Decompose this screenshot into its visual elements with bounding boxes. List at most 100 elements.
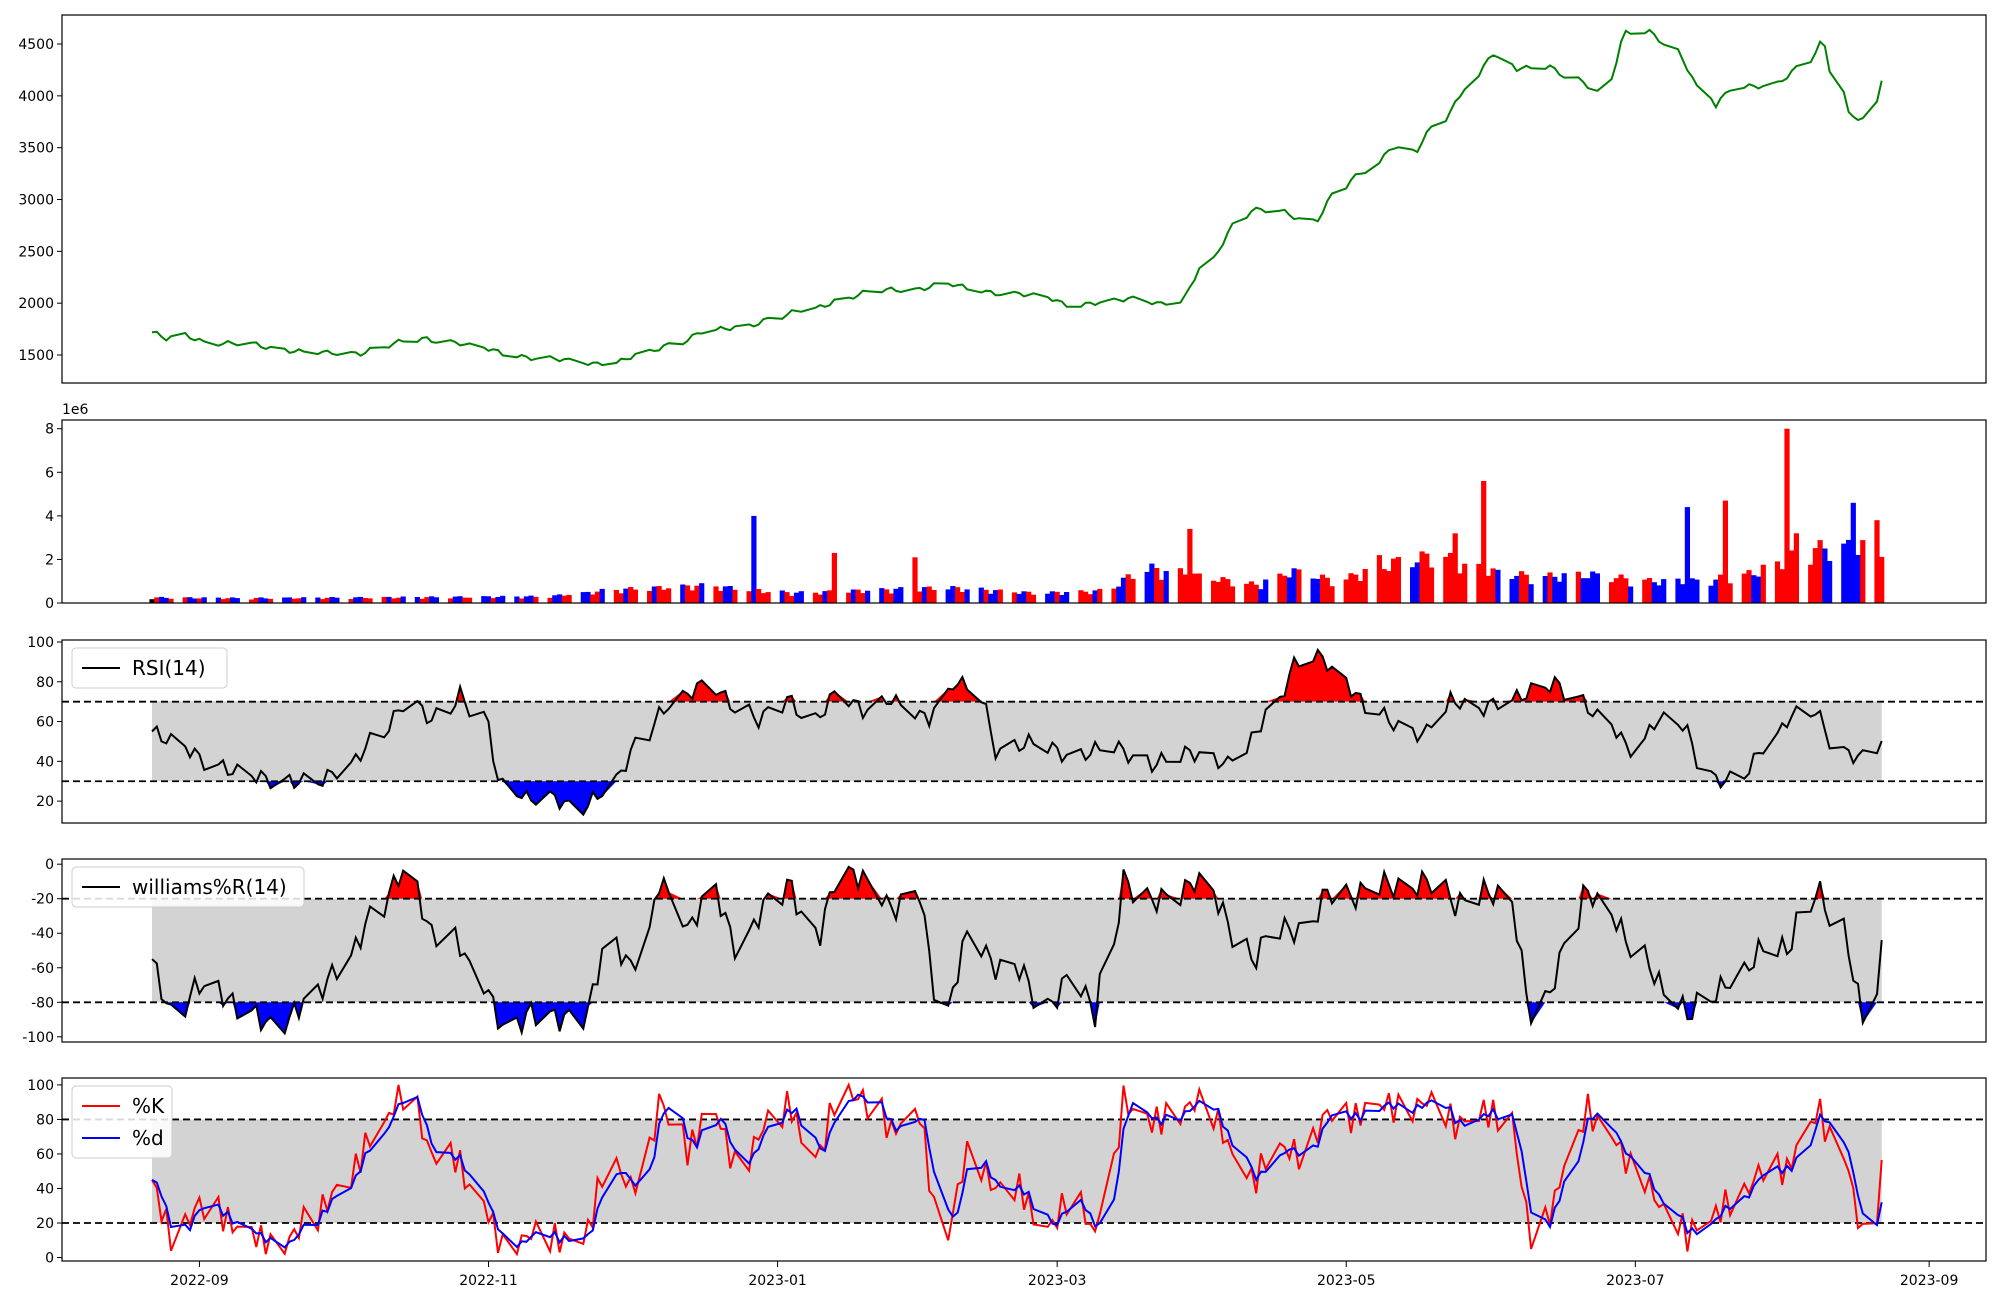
volume-bar <box>1462 563 1468 603</box>
volume-bar <box>793 592 800 603</box>
volume-bar <box>1045 593 1051 603</box>
volume-bar <box>1519 571 1525 603</box>
legend: RSI(14) <box>71 647 228 689</box>
y-tick-label: 20 <box>36 1216 54 1232</box>
volume-bar <box>1357 581 1364 603</box>
volume-bar <box>997 589 1003 603</box>
volume-bar <box>495 597 501 603</box>
stochastic-panel: 0 20 40 60 80 100 %K %d <box>27 1077 1987 1267</box>
volume-bar <box>1059 595 1065 603</box>
volume-bar <box>1850 502 1856 603</box>
volume-bar <box>1111 588 1117 603</box>
volume-bar <box>1097 588 1103 603</box>
legend-label: williams%R(14) <box>132 875 287 899</box>
volume-bar <box>1120 577 1127 603</box>
volume-bar <box>263 598 269 603</box>
volume-bar <box>1755 576 1762 603</box>
volume-bar <box>1064 592 1070 603</box>
volume-bar <box>386 596 392 603</box>
volume-bar <box>959 592 965 603</box>
volume-bar <box>917 591 923 603</box>
volume-bar <box>1874 520 1880 603</box>
volume-bar <box>1523 574 1529 603</box>
volume-bar <box>1395 557 1401 603</box>
volume-bar <box>831 552 837 603</box>
volume-bar <box>400 596 406 603</box>
volume-bar <box>1846 539 1852 603</box>
volume-bar <box>1182 574 1188 603</box>
volume-bar <box>921 587 928 603</box>
volume-bar <box>1196 573 1202 603</box>
oversold-fill <box>152 781 1882 815</box>
volume-bar <box>1618 574 1624 603</box>
volume-bar <box>533 596 539 603</box>
volume-bar <box>1030 594 1037 603</box>
y-tick-label: -60 <box>31 961 54 977</box>
volume-bar <box>798 591 804 603</box>
volume-bar <box>249 599 255 603</box>
volume-bar <box>1793 533 1799 603</box>
volume-bar <box>334 597 340 603</box>
y-tick-label: 8 <box>45 422 54 438</box>
volume-bar <box>727 586 733 603</box>
volume-bar <box>253 597 259 603</box>
volume-bar <box>367 598 373 603</box>
y-tick-label: 80 <box>36 1112 54 1128</box>
y-tick-label: 3500 <box>18 141 54 157</box>
volume-bar <box>230 597 236 603</box>
volume-bar <box>1860 540 1866 603</box>
legend-label: %d <box>132 1126 164 1150</box>
volume-bar <box>267 598 274 603</box>
volume-bar <box>1362 569 1368 603</box>
volume-bar <box>1741 573 1747 603</box>
volume-bar <box>594 591 601 603</box>
volume-bar <box>1026 591 1032 603</box>
volume-bar <box>699 583 705 603</box>
overbought-fill <box>152 866 1882 899</box>
y-tick-label: 20 <box>36 794 54 810</box>
y-tick-label: 4500 <box>18 37 54 53</box>
y-tick-label: 0 <box>45 1251 54 1267</box>
volume-bar <box>812 592 819 603</box>
volume-bar <box>779 590 785 603</box>
volume-bar <box>1452 533 1458 603</box>
volume-bar <box>1822 548 1828 603</box>
x-tick-label: 2023-05 <box>1317 1273 1376 1289</box>
volume-bar <box>1410 567 1416 603</box>
legend-box <box>71 1085 173 1159</box>
volume-bar <box>514 596 520 603</box>
volume-bar <box>1760 564 1766 603</box>
volume-bar <box>865 590 871 603</box>
volume-bar <box>1244 583 1250 603</box>
volume-bar <box>320 599 326 603</box>
volume-bar <box>1528 584 1534 603</box>
axes-frame <box>61 639 1987 824</box>
volume-bar <box>1628 586 1634 603</box>
volume-bar <box>353 597 359 603</box>
volume-bar <box>1817 540 1823 603</box>
volume-bar <box>1424 553 1430 603</box>
volume-bar <box>1646 578 1653 603</box>
volume-bar <box>1661 579 1667 603</box>
volume-bar <box>1485 575 1491 603</box>
volume-bar <box>955 587 961 603</box>
volume-bar <box>628 587 634 603</box>
volume-bar <box>993 590 999 603</box>
volume-bar <box>1021 591 1027 603</box>
volume-bar <box>1229 586 1236 603</box>
volume-bar <box>694 585 700 603</box>
volume-bar <box>1580 578 1586 603</box>
volume-bar <box>448 598 454 603</box>
volume-bar <box>258 597 264 603</box>
volume-bar <box>301 597 307 603</box>
volume-bar <box>154 597 160 603</box>
volume-bar <box>1258 589 1264 603</box>
volume-bar <box>613 589 619 603</box>
volume-bar <box>424 597 430 603</box>
volume-bar <box>1277 573 1283 603</box>
volume-bar <box>1386 571 1392 603</box>
y-tick-label: 6 <box>45 465 54 481</box>
y-tick-label: -20 <box>31 892 54 908</box>
volume-bar <box>187 597 193 603</box>
axes-frame <box>61 14 1987 384</box>
